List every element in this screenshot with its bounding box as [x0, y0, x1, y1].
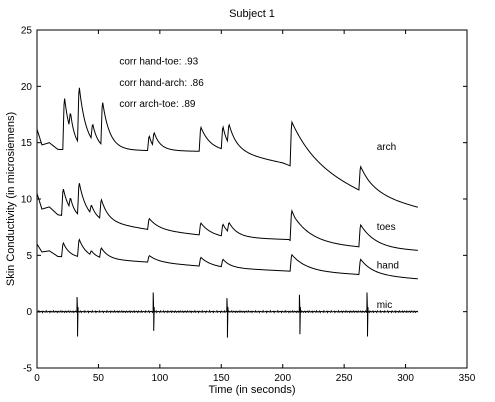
x-axis-label: Time (in seconds) — [208, 384, 295, 396]
series-line-mic — [36, 292, 419, 338]
x-tick-label: 50 — [93, 373, 105, 384]
series-lines — [36, 87, 419, 338]
x-axis: 0 50 100 150 200 250 300 350 — [34, 30, 476, 384]
series-label-mic: mic — [377, 300, 393, 311]
correlation-annotation: corr hand-arch: .86 — [119, 78, 204, 89]
series-labels: arch toes hand mic — [377, 142, 399, 311]
annotations: corr hand-toe: .93 corr hand-arch: .86 cor… — [119, 56, 204, 110]
series-line-toes — [36, 183, 418, 251]
y-tick-label: 5 — [26, 251, 32, 262]
series-line-arch — [36, 87, 418, 208]
correlation-annotation: corr hand-toe: .93 — [119, 56, 198, 67]
x-tick-label: 150 — [213, 373, 230, 384]
series-label-arch: arch — [377, 142, 396, 153]
y-tick-label: 15 — [21, 138, 33, 149]
x-tick-label: 0 — [34, 373, 40, 384]
y-axis-label: Skin Conductivity (in microsiemens) — [5, 112, 17, 286]
x-tick-label: 350 — [459, 373, 476, 384]
series-label-toes: toes — [377, 222, 396, 233]
correlation-annotation: corr arch-toe: .89 — [119, 99, 196, 110]
x-tick-label: 300 — [397, 373, 414, 384]
y-tick-label: 10 — [21, 195, 33, 206]
y-tick-label: 0 — [26, 307, 32, 318]
y-tick-label: 25 — [21, 26, 33, 37]
chart-title: Subject 1 — [229, 8, 275, 20]
y-tick-label: 20 — [21, 82, 33, 93]
series-label-hand: hand — [377, 260, 399, 271]
x-tick-label: 100 — [152, 373, 169, 384]
x-tick-label: 200 — [274, 373, 291, 384]
x-tick-label: 250 — [336, 373, 353, 384]
series-line-hand — [36, 238, 418, 280]
y-tick-label: -5 — [23, 364, 32, 375]
y-axis: -5 0 5 10 15 20 25 — [21, 26, 467, 375]
